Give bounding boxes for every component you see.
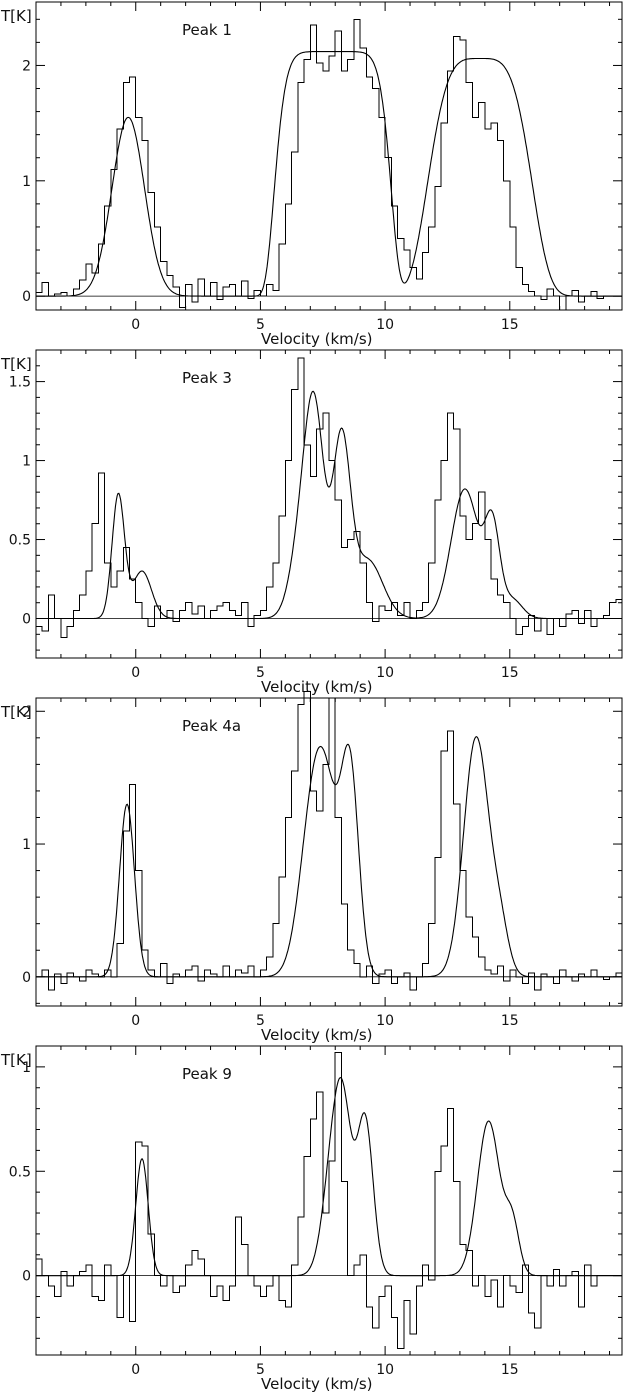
y-tick-label: 1: [22, 837, 31, 853]
x-tick-label: 0: [131, 317, 140, 333]
x-tick-label: 15: [501, 1013, 519, 1029]
fitted-profile: [36, 51, 622, 297]
observed-spectrum: [36, 357, 622, 638]
y-tick-label: 0.5: [9, 1164, 31, 1180]
x-tick-label: 5: [256, 1013, 265, 1029]
x-tick-label: 15: [501, 1362, 519, 1378]
plot-frame: [35, 1, 623, 311]
y-axis-label: T[K]: [0, 1051, 32, 1069]
x-tick-label: 15: [501, 665, 519, 681]
x-axis-label: Velocity (km/s): [261, 330, 372, 348]
y-tick-label: 0.5: [9, 533, 31, 549]
y-tick-label: 2: [22, 704, 31, 720]
y-tick-label: 0: [22, 1269, 31, 1285]
x-tick-label: 5: [256, 665, 265, 681]
y-tick-label: 1: [22, 454, 31, 470]
x-tick-label: 5: [256, 1362, 265, 1378]
x-tick-label: 0: [131, 665, 140, 681]
observed-spectrum: [36, 18, 622, 311]
spectrum-panel-1: 0 5 10 15 0 1 2 Peak 1 T[K] Velocity (km/s): [0, 1, 623, 348]
x-tick-label: 0: [131, 1362, 140, 1378]
panel-title: Peak 3: [182, 369, 232, 387]
x-tick-label: 5: [256, 317, 265, 333]
x-tick-label: 10: [376, 317, 394, 333]
y-tick-label: 2: [22, 58, 31, 74]
fitted-profile: [36, 735, 622, 978]
fitted-profile: [36, 390, 622, 620]
x-tick-label: 10: [376, 665, 394, 681]
x-axis-label: Velocity (km/s): [261, 1026, 372, 1044]
panel-title: Peak 9: [182, 1065, 232, 1083]
panel-title: Peak 1: [182, 21, 232, 39]
spectrum-panel-3: 0 5 10 15 0 1 2 Peak 4a T[K] Velocity (km/s): [0, 690, 623, 1044]
panel-title: Peak 4a: [182, 717, 241, 735]
observed-spectrum: [36, 1051, 622, 1350]
plot-frame: [35, 349, 623, 659]
plot-frame: [35, 1045, 623, 1356]
x-tick-label: 15: [501, 317, 519, 333]
y-tick-label: 1: [22, 1060, 31, 1076]
x-axis-label: Velocity (km/s): [261, 1375, 372, 1393]
y-axis-label: T[K]: [0, 703, 32, 721]
observed-spectrum: [36, 690, 622, 991]
x-tick-label: 10: [376, 1013, 394, 1029]
fitted-profile: [36, 1076, 622, 1277]
x-tick-label: 0: [131, 1013, 140, 1029]
y-tick-label: 1.5: [9, 375, 31, 391]
y-tick-label: 0: [22, 612, 31, 628]
y-tick-label: 1: [22, 174, 31, 190]
y-axis-label: T[K]: [0, 7, 32, 25]
y-tick-label: 0: [22, 970, 31, 986]
y-tick-label: 0: [22, 289, 31, 305]
x-tick-label: 10: [376, 1362, 394, 1378]
x-axis-label: Velocity (km/s): [261, 678, 372, 696]
spectrum-panel-4: 0 5 10 15 0 0.5 1 Peak 9 T[K] Velocity (km/s): [0, 1045, 623, 1393]
spectrum-panel-2: 0 5 10 15 0 0.5 1 1.5 Peak 3 T[K] Velocity (km/s): [0, 349, 623, 696]
y-axis-label: T[K]: [0, 355, 32, 373]
